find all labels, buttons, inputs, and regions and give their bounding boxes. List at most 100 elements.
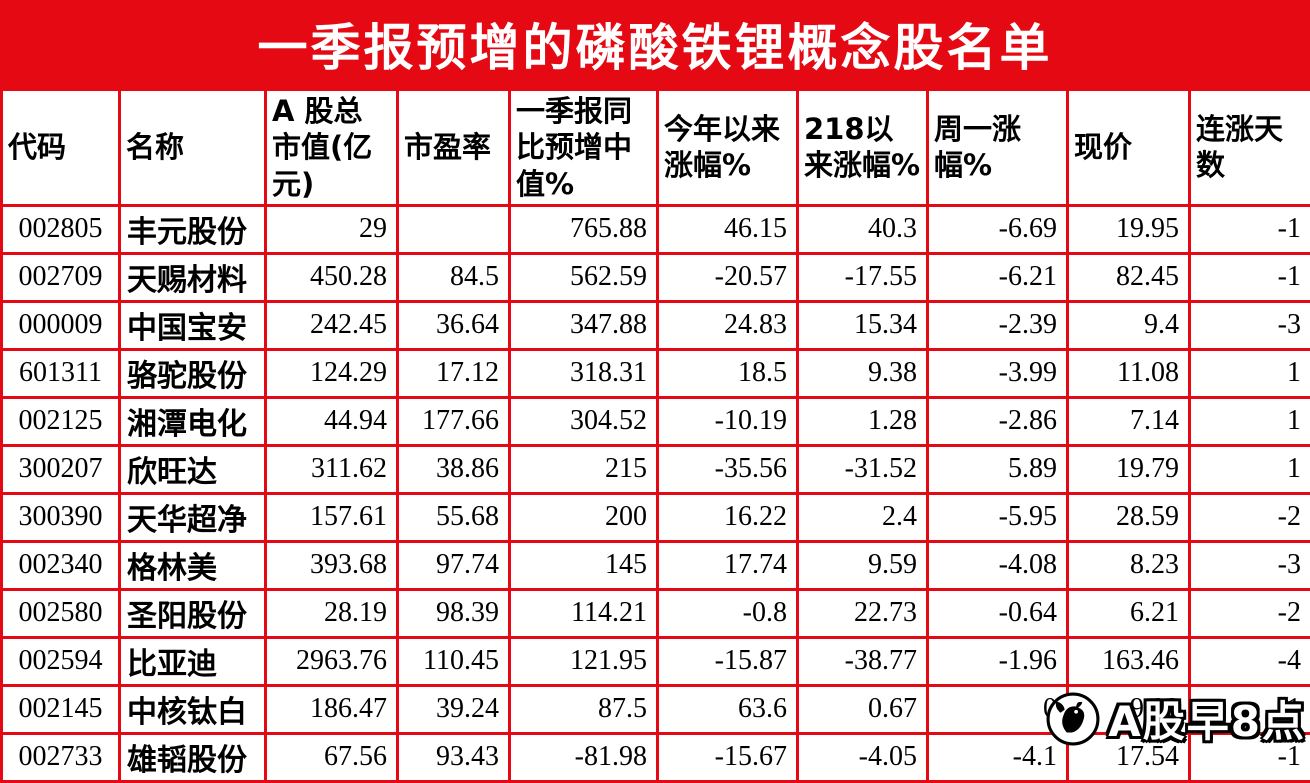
cell-ytd-change: -15.87 [658,637,798,685]
cell-monday-change: 0 [928,685,1068,733]
cell-market-cap: 44.94 [266,397,398,445]
cell-monday-change: -2.39 [928,301,1068,349]
column-header-market-cap: A 股总市值(亿元) [266,90,398,206]
cell-price: 9.4 [1068,301,1190,349]
cell-name: 比亚迪 [120,637,266,685]
cell-q1-forecast-median: 145 [510,541,658,589]
cell-price: 19.95 [1068,205,1190,253]
cell-pe-ratio: 110.45 [398,637,510,685]
cell-name: 骆驼股份 [120,349,266,397]
cell-name: 圣阳股份 [120,589,266,637]
cell-ytd-change: 46.15 [658,205,798,253]
cell-rising-days: -1 [1190,253,1310,301]
cell-market-cap: 2963.76 [266,637,398,685]
cell-since-218-change: -4.05 [798,733,928,781]
cell-rising-days: -3 [1190,541,1310,589]
cell-monday-change: -4.08 [928,541,1068,589]
cell-pe-ratio: 36.64 [398,301,510,349]
column-header-q1-forecast-median: 一季报同比预增中值% [510,90,658,206]
cell-pe-ratio: 55.68 [398,493,510,541]
cell-since-218-change: -31.52 [798,445,928,493]
cell-rising-days: -2 [1190,589,1310,637]
cell-since-218-change: 15.34 [798,301,928,349]
cell-since-218-change: 2.4 [798,493,928,541]
cell-ytd-change: 16.22 [658,493,798,541]
cell-code: 002733 [2,733,120,781]
cell-ytd-change: -35.56 [658,445,798,493]
cell-price: 163.46 [1068,637,1190,685]
column-header-rising-days: 连涨天数 [1190,90,1310,206]
cell-q1-forecast-median: 347.88 [510,301,658,349]
cell-name: 丰元股份 [120,205,266,253]
cell-price: 6.21 [1068,589,1190,637]
cell-rising-days: -1 [1190,205,1310,253]
cell-name: 中核钛白 [120,685,266,733]
cell-rising-days: -1 [1190,685,1310,733]
cell-since-218-change: 40.3 [798,205,928,253]
cell-q1-forecast-median: 765.88 [510,205,658,253]
cell-ytd-change: 18.5 [658,349,798,397]
cell-price: 11.08 [1068,349,1190,397]
cell-price: 28.59 [1068,493,1190,541]
cell-market-cap: 311.62 [266,445,398,493]
cell-price: 82.45 [1068,253,1190,301]
cell-code: 002145 [2,685,120,733]
cell-ytd-change: 24.83 [658,301,798,349]
cell-monday-change: -1.96 [928,637,1068,685]
cell-code: 000009 [2,301,120,349]
cell-code: 300390 [2,493,120,541]
cell-name: 中国宝安 [120,301,266,349]
page-title: 一季报预增的磷酸铁锂概念股名单 [258,8,1053,80]
cell-q1-forecast-median: 215 [510,445,658,493]
cell-name: 天华超净 [120,493,266,541]
cell-q1-forecast-median: 114.21 [510,589,658,637]
cell-q1-forecast-median: 318.31 [510,349,658,397]
cell-code: 002125 [2,397,120,445]
cell-price: 17.54 [1068,733,1190,781]
cell-code: 002709 [2,253,120,301]
cell-market-cap: 157.61 [266,493,398,541]
cell-market-cap: 67.56 [266,733,398,781]
cell-since-218-change: 9.38 [798,349,928,397]
cell-rising-days: 1 [1190,445,1310,493]
cell-q1-forecast-median: 562.59 [510,253,658,301]
cell-since-218-change: 0.67 [798,685,928,733]
column-header-price: 现价 [1068,90,1190,206]
cell-market-cap: 29 [266,205,398,253]
cell-pe-ratio: 93.43 [398,733,510,781]
cell-pe-ratio: 98.39 [398,589,510,637]
cell-price: 8.23 [1068,541,1190,589]
cell-monday-change: -4.1 [928,733,1068,781]
cell-price: 7.14 [1068,397,1190,445]
cell-monday-change: -0.64 [928,589,1068,637]
cell-pe-ratio: 38.86 [398,445,510,493]
column-header-code: 代码 [2,90,120,206]
cell-monday-change: -5.95 [928,493,1068,541]
cell-rising-days: 1 [1190,349,1310,397]
cell-monday-change: 5.89 [928,445,1068,493]
cell-ytd-change: 17.74 [658,541,798,589]
cell-pe-ratio: 177.66 [398,397,510,445]
cell-name: 欣旺达 [120,445,266,493]
column-header-name: 名称 [120,90,266,206]
cell-code: 300207 [2,445,120,493]
column-header-since-218-change: 218以来涨幅% [798,90,928,206]
cell-q1-forecast-median: -81.98 [510,733,658,781]
cell-q1-forecast-median: 87.5 [510,685,658,733]
cell-since-218-change: 22.73 [798,589,928,637]
cell-market-cap: 450.28 [266,253,398,301]
cell-price: 19.79 [1068,445,1190,493]
cell-market-cap: 186.47 [266,685,398,733]
cell-q1-forecast-median: 200 [510,493,658,541]
cell-name: 湘潭电化 [120,397,266,445]
cell-code: 002340 [2,541,120,589]
